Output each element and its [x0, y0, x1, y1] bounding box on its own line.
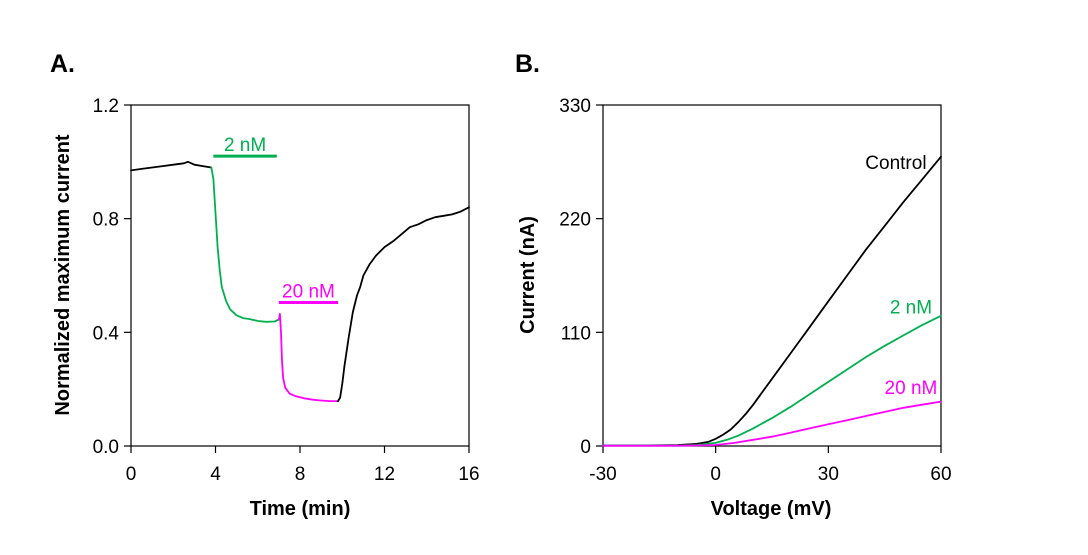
panel-b-label: B.	[515, 50, 540, 78]
series-line-control	[602, 155, 942, 447]
panel-a-label: A.	[50, 50, 75, 78]
panel-a-series	[130, 160, 470, 403]
series-annotation-label: 20 nM	[885, 378, 938, 399]
panel-a-annotations: 2 nM 20 nM	[213, 135, 339, 304]
drug-annotation-label: 20 nM	[282, 281, 335, 302]
series-annotation-label: Control	[865, 153, 926, 174]
panel-a-y-axis: 0.0 0.4 0.8 1.2	[93, 96, 131, 458]
y-tick-label: 0.4	[93, 323, 120, 344]
panel-a-x-axis-title: Time (min)	[250, 498, 351, 520]
y-tick-label: 0	[580, 437, 591, 458]
x-tick-label: 12	[374, 464, 395, 485]
panel-b-plot-frame	[602, 104, 942, 447]
y-tick-label: 110	[561, 323, 591, 344]
panel-a-x-axis: 0 4 8 12 16	[126, 446, 480, 485]
panel-b-x-axis-title: Voltage (mV)	[711, 498, 832, 520]
panel-a-y-axis-title: Normalized maximum current	[52, 134, 74, 416]
x-tick-label: -30	[589, 464, 616, 485]
x-tick-label: 30	[818, 464, 839, 485]
y-tick-label: 0.0	[93, 437, 119, 458]
y-tick-label: 0.8	[93, 210, 119, 231]
panel-a: A. 0 4 8 12 16 0.0 0.4 0.8 1.2 2 nM 20 nM Time (…	[50, 50, 480, 520]
panel-b-annotations: Control 2 nM 20 nM	[865, 153, 937, 399]
panel-b-y-axis-title: Current (nA)	[517, 216, 539, 334]
series-line-2-nm	[210, 166, 280, 323]
panel-b-series	[602, 155, 942, 447]
panel-b-y-axis: 0 110 220 330	[559, 96, 603, 458]
series-line-control	[130, 160, 213, 172]
series-line-washout	[337, 206, 470, 403]
x-tick-label: 60	[930, 464, 951, 485]
y-tick-label: 330	[559, 96, 591, 117]
drug-annotation-label: 2 nM	[224, 135, 266, 156]
series-line-20-nm	[277, 312, 339, 403]
x-tick-label: 0	[710, 464, 721, 485]
x-tick-label: 4	[210, 464, 221, 485]
panel-b-x-axis: -30 0 30 60	[589, 446, 952, 485]
y-tick-label: 1.2	[93, 96, 119, 117]
x-tick-label: 8	[295, 464, 306, 485]
panel-a-plot-frame	[130, 104, 470, 447]
series-annotation-label: 2 nM	[890, 298, 932, 319]
y-tick-label: 220	[559, 210, 591, 231]
x-tick-label: 0	[126, 464, 137, 485]
series-line-20-nm	[602, 400, 942, 447]
x-tick-label: 16	[458, 464, 479, 485]
